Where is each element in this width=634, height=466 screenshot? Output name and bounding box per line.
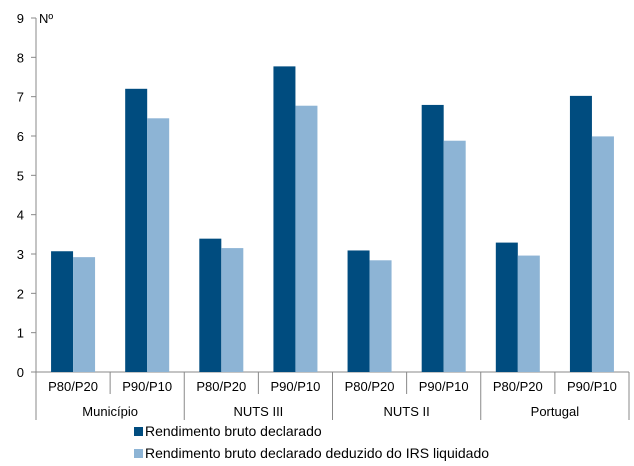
- y-tick-label: 8: [17, 50, 24, 65]
- y-tick-label: 2: [17, 286, 24, 301]
- bar-series-1: [495, 242, 518, 372]
- x-category-label: P90/P10: [122, 379, 172, 394]
- x-category-label: P90/P10: [271, 379, 321, 394]
- bar-series-1: [273, 66, 296, 372]
- x-category-label: P80/P20: [196, 379, 246, 394]
- bar-series-2: [443, 140, 466, 372]
- legend-swatch-series-2: [134, 448, 143, 458]
- bar-series-2: [591, 136, 614, 372]
- y-tick-label: 3: [17, 247, 24, 262]
- bar-series-2: [73, 257, 96, 372]
- bar-series-2: [147, 118, 170, 372]
- legend-label-series-2: Rendimento bruto declarado deduzido do I…: [145, 445, 490, 461]
- bar-chart: 0 1 2 3 4 5 6 7 8 9 Nº P80/P20 P90/P10 P80/P20 P90/P10…: [17, 11, 630, 420]
- x-category-label: P80/P20: [345, 379, 395, 394]
- bar-series-2: [295, 105, 318, 373]
- y-tick-label: 9: [17, 11, 24, 26]
- y-tick-label: 0: [17, 365, 24, 380]
- bar-series-1: [569, 95, 592, 372]
- legend-swatch-series-1: [134, 426, 143, 436]
- legend: Rendimento bruto declarado Rendimento br…: [134, 420, 489, 464]
- bar-series-1: [199, 238, 222, 372]
- y-tick-label: 1: [17, 326, 24, 341]
- y-tick-label: 4: [17, 208, 24, 223]
- bar-series-2: [517, 255, 540, 372]
- y-tick-label: 6: [17, 129, 24, 144]
- y-tick-label: 5: [17, 168, 24, 183]
- legend-item-series-1: Rendimento bruto declarado: [134, 420, 489, 442]
- x-group-label: Município: [82, 404, 138, 419]
- bar-series-1: [421, 104, 444, 372]
- bar-series-2: [369, 260, 392, 372]
- x-group-label: Portugal: [531, 404, 580, 419]
- x-group-label: NUTS II: [384, 404, 430, 419]
- x-category-label: P80/P20: [493, 379, 543, 394]
- x-category-label: P90/P10: [567, 379, 617, 394]
- bar-series-1: [347, 250, 370, 372]
- bar-series-1: [125, 88, 148, 373]
- bar-series-1: [51, 251, 74, 372]
- legend-item-series-2: Rendimento bruto declarado deduzido do I…: [134, 442, 489, 464]
- y-tick-label: 7: [17, 90, 24, 105]
- y-axis-unit-label: Nº: [39, 11, 53, 26]
- x-category-label: P90/P10: [419, 379, 469, 394]
- legend-label-series-1: Rendimento bruto declarado: [145, 423, 322, 439]
- bar-series-2: [221, 248, 244, 372]
- x-category-label: P80/P20: [48, 379, 98, 394]
- x-group-label: NUTS III: [233, 404, 283, 419]
